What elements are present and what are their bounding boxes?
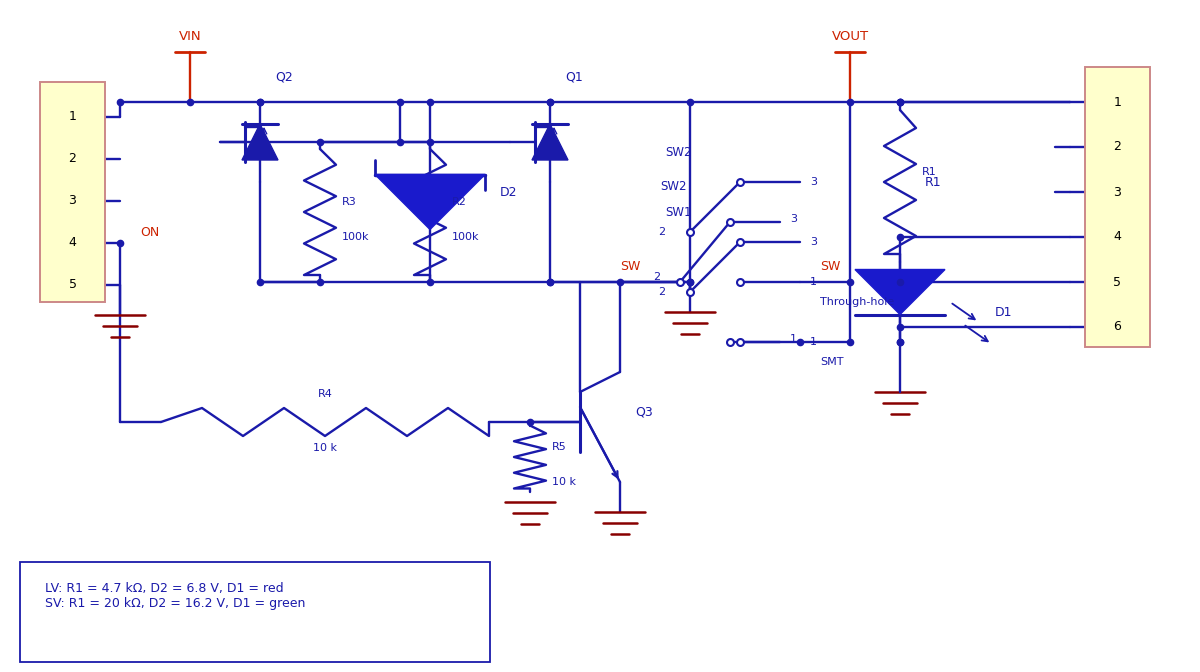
Text: R1: R1 (925, 175, 942, 189)
FancyBboxPatch shape (1085, 67, 1150, 347)
Text: 1: 1 (1114, 95, 1122, 108)
Text: 1: 1 (810, 337, 817, 347)
Text: SW: SW (620, 261, 641, 274)
Text: Q1: Q1 (565, 71, 583, 83)
Text: SW1: SW1 (665, 206, 691, 218)
Text: 3: 3 (790, 214, 797, 224)
Text: SMT: SMT (820, 357, 844, 367)
Text: 2: 2 (1114, 140, 1122, 153)
Text: 3: 3 (810, 237, 817, 247)
Text: 4: 4 (1114, 230, 1122, 243)
Text: D1: D1 (995, 306, 1013, 319)
Text: 2: 2 (68, 153, 77, 165)
Text: 100k: 100k (452, 232, 480, 242)
Text: 10 k: 10 k (552, 477, 576, 487)
Text: Q2: Q2 (275, 71, 293, 83)
Polygon shape (374, 175, 485, 230)
Text: SW: SW (820, 261, 840, 274)
Text: 2: 2 (658, 227, 665, 237)
Text: Through-hole: Through-hole (820, 297, 894, 307)
Text: 2: 2 (653, 272, 660, 282)
Text: Q3: Q3 (635, 405, 653, 419)
Text: D2: D2 (500, 185, 517, 198)
FancyBboxPatch shape (20, 562, 490, 662)
Text: R1: R1 (922, 167, 937, 177)
Polygon shape (532, 124, 568, 160)
Text: 5: 5 (1114, 276, 1122, 288)
Text: LV: R1 = 4.7 kΩ, D2 = 6.8 V, D1 = red
SV: R1 = 20 kΩ, D2 = 16.2 V, D1 = green: LV: R1 = 4.7 kΩ, D2 = 6.8 V, D1 = red SV… (46, 582, 305, 610)
Text: 5: 5 (68, 278, 77, 292)
Text: 1: 1 (810, 277, 817, 287)
Text: 1: 1 (790, 334, 797, 344)
Text: 100k: 100k (342, 232, 370, 242)
Text: ON: ON (140, 226, 160, 239)
Text: 3: 3 (1114, 185, 1122, 198)
Text: R2: R2 (452, 197, 467, 207)
Text: R3: R3 (342, 197, 356, 207)
Text: 3: 3 (68, 194, 77, 208)
Text: 4: 4 (68, 237, 77, 249)
Text: VOUT: VOUT (832, 30, 869, 44)
Text: 3: 3 (810, 177, 817, 187)
Text: 1: 1 (68, 110, 77, 124)
Text: R4: R4 (318, 389, 332, 399)
FancyBboxPatch shape (40, 82, 106, 302)
Text: VIN: VIN (179, 30, 202, 44)
Text: SW2: SW2 (660, 181, 686, 194)
Polygon shape (854, 269, 946, 314)
Text: SW2: SW2 (665, 146, 691, 159)
Polygon shape (242, 124, 278, 160)
Text: 10 k: 10 k (313, 443, 337, 453)
Text: 2: 2 (658, 287, 665, 297)
Text: R5: R5 (552, 442, 566, 452)
Text: 6: 6 (1114, 321, 1122, 333)
